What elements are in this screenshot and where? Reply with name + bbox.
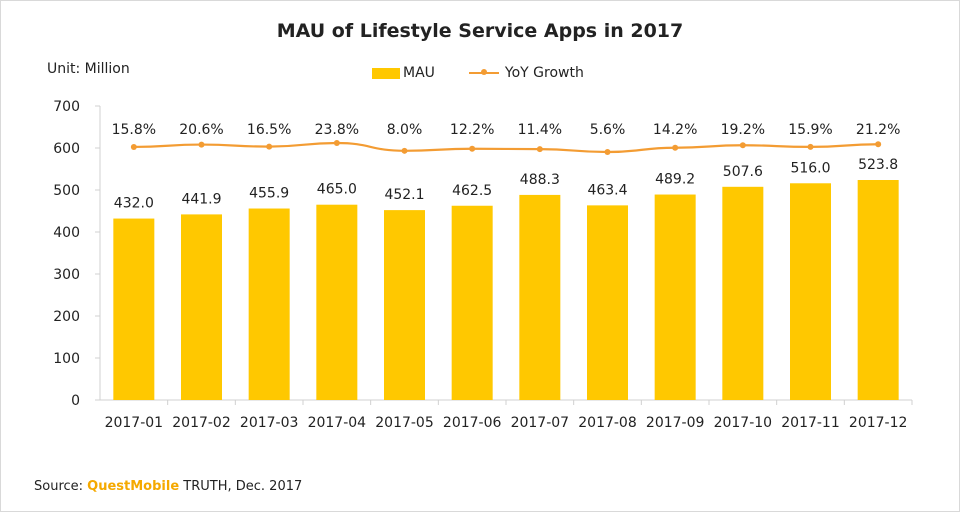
y-tick-label: 400 (53, 225, 80, 241)
yoy-growth-label: 5.6% (590, 122, 626, 138)
x-tick-label: 2017-08 (578, 415, 637, 431)
yoy-growth-label: 8.0% (387, 122, 423, 138)
bar (722, 186, 764, 400)
y-tick-label: 600 (53, 141, 80, 157)
bar-value-label: 489.2 (655, 172, 695, 188)
legend-yoy-swatch (468, 69, 499, 75)
bar-value-label: 488.3 (520, 172, 560, 188)
x-tick-label: 2017-11 (781, 415, 840, 431)
x-tick-label: 2017-01 (105, 415, 164, 431)
y-tick-label: 300 (53, 267, 80, 283)
bar (181, 214, 222, 400)
y-tick-label: 200 (53, 309, 80, 325)
x-tick-label: 2017-07 (511, 415, 570, 431)
bar (248, 208, 290, 400)
yoy-growth-point (198, 141, 205, 148)
y-tick-label: 700 (53, 99, 80, 115)
yoy-growth-point (469, 145, 476, 152)
yoy-growth-point (875, 141, 882, 148)
x-tick-label: 2017-04 (308, 415, 367, 431)
bar-value-label: 455.9 (249, 186, 289, 202)
yoy-growth-label: 11.4% (518, 122, 562, 138)
x-tick-label: 2017-05 (375, 415, 434, 431)
yoy-growth-label: 23.8% (315, 122, 359, 138)
legend-mau-label: MAU (403, 65, 435, 81)
bar-value-label: 507.6 (723, 164, 763, 180)
bar (790, 183, 831, 400)
bar (451, 205, 493, 400)
x-tick-label: 2017-06 (443, 415, 502, 431)
bar-value-label: 465.0 (317, 182, 357, 198)
yoy-growth-point (401, 147, 408, 154)
yoy-growth-label: 14.2% (653, 122, 697, 138)
x-tick-label: 2017-03 (240, 415, 299, 431)
bar (587, 205, 628, 400)
x-tick-label: 2017-10 (714, 415, 773, 431)
y-tick-label: 100 (53, 351, 80, 367)
bar-value-label: 462.5 (452, 183, 492, 199)
legend-yoy-label: YoY Growth (504, 65, 584, 81)
x-tick-label: 2017-02 (172, 415, 231, 431)
bar (654, 194, 696, 400)
unit-label: Unit: Million (47, 61, 130, 77)
bar-value-label: 463.4 (587, 182, 627, 198)
x-tick-label: 2017-12 (849, 415, 908, 431)
bar (519, 194, 561, 400)
bar (113, 218, 155, 400)
bar-value-label: 452.1 (384, 187, 424, 203)
bar-value-label: 432.0 (114, 196, 154, 212)
bar (857, 180, 899, 400)
yoy-growth-label: 19.2% (721, 122, 765, 138)
bar-value-label: 523.8 (858, 157, 898, 173)
yoy-growth-label: 15.9% (788, 122, 832, 138)
bar-value-label: 516.0 (790, 160, 830, 176)
x-tick-label: 2017-09 (646, 415, 705, 431)
yoy-growth-label: 15.8% (112, 122, 156, 138)
source-note: Source: QuestMobile TRUTH, Dec. 2017 (34, 479, 302, 494)
legend: MAU YoY Growth (372, 64, 584, 82)
y-tick-label: 500 (53, 183, 80, 199)
legend-mau-swatch (372, 67, 400, 79)
yoy-growth-point (130, 143, 137, 150)
yoy-growth-line (133, 141, 879, 154)
yoy-growth-label: 16.5% (247, 122, 291, 138)
source-brand: QuestMobile (87, 479, 180, 494)
yoy-growth-label: 21.2% (856, 122, 900, 138)
yoy-growth-label: 12.2% (450, 122, 494, 138)
yoy-growth-point (266, 143, 273, 150)
bar (316, 204, 358, 400)
bar (384, 210, 425, 400)
yoy-growth-point (333, 140, 340, 146)
yoy-growth-point (672, 144, 679, 151)
source-suffix: TRUTH, Dec. 2017 (179, 479, 303, 494)
yoy-growth-point (739, 142, 746, 149)
yoy-growth-point (536, 146, 543, 153)
yoy-growth-point (604, 149, 611, 155)
chart-title: MAU of Lifestyle Service Apps in 2017 (276, 20, 684, 42)
yoy-growth-label: 20.6% (179, 122, 223, 138)
y-tick-label: 0 (71, 393, 80, 409)
yoy-growth-point (807, 143, 814, 150)
bar-value-label: 441.9 (181, 191, 221, 207)
source-prefix: Source: (34, 479, 88, 494)
legend-yoy-marker (480, 69, 487, 75)
